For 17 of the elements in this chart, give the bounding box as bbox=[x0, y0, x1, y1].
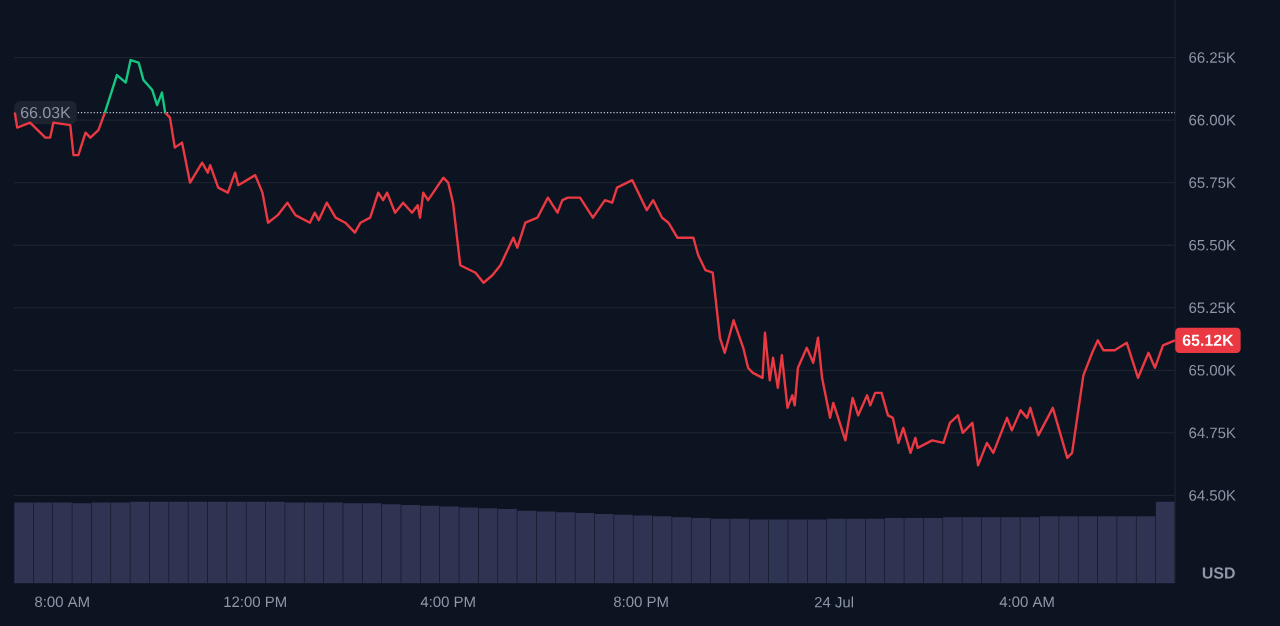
y-tick-label: 65.00K bbox=[1189, 365, 1236, 376]
y-tick-label: 65.50K bbox=[1189, 239, 1236, 251]
ref-line-label: 66.03K bbox=[21, 106, 71, 119]
text: USD bbox=[1202, 567, 1235, 579]
y-tick-label: 65.75K bbox=[1189, 177, 1236, 188]
y-tick-label: 64.50K bbox=[1189, 490, 1236, 501]
x-tick-label: 8:00 PM bbox=[613, 596, 668, 608]
x-tick-label: 24 Jul bbox=[814, 596, 854, 608]
annotation: 65.12K bbox=[1182, 334, 1234, 346]
x-tick-label: 8:00 AM bbox=[35, 596, 89, 608]
x-tick-label: 4:00 PM bbox=[420, 596, 475, 608]
x-tick-label: 4:00 AM bbox=[999, 596, 1054, 608]
y-tick-label: 66.00K bbox=[1189, 114, 1236, 126]
y-tick-label: 66.25K bbox=[1189, 52, 1236, 63]
y-tick-label: 64.75K bbox=[1189, 427, 1236, 439]
x-tick-label: 12:00 PM bbox=[224, 596, 286, 608]
y-tick-label: 65.25K bbox=[1189, 302, 1236, 314]
